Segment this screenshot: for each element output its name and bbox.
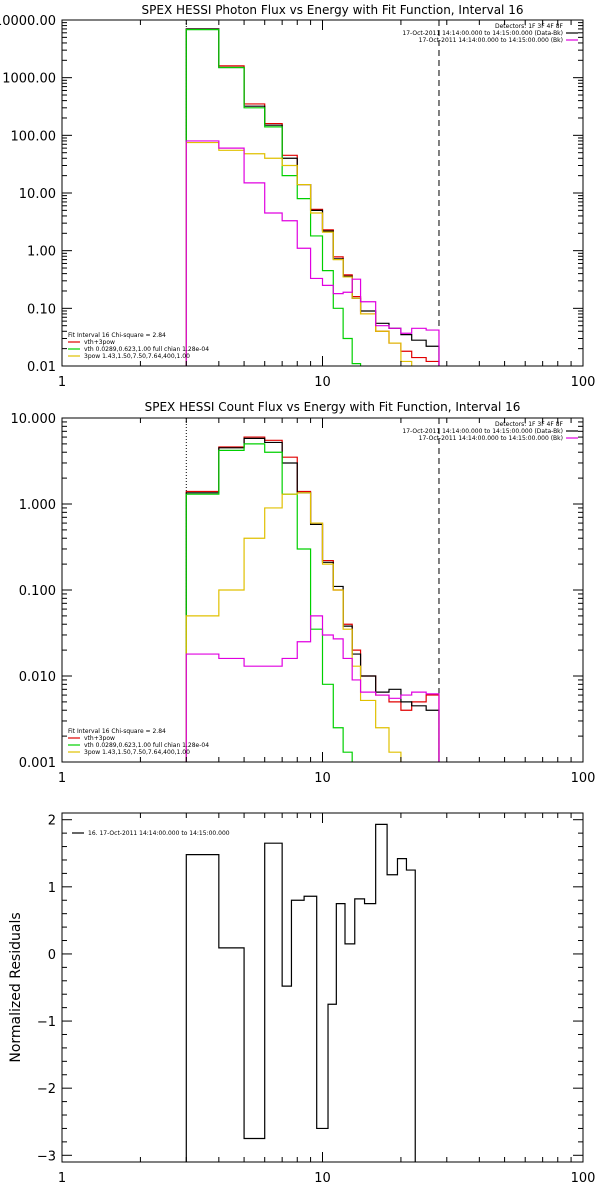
legend-text: 3pow 1.43,1.50,7.50,7.64,400,1.00 <box>84 353 190 360</box>
legend-text: Fit Interval 16 Chi-square = 2.84 <box>68 728 166 735</box>
legend-text: 17-Oct-2011 14:14:00.000 to 14:15:00.000… <box>402 428 563 435</box>
legend-text: vth 0.0289,0.623,1.00 full chian 1.28e-0… <box>84 346 209 353</box>
plot-area <box>185 20 440 366</box>
y-tick-label: −3 <box>37 1149 56 1164</box>
legend-text: 16. 17-Oct-2011 14:14:00.000 to 14:15:00… <box>88 830 230 837</box>
x-tick-label: 1 <box>58 771 66 786</box>
legend-text: vth 0.0289,0.623,1.00 full chian 1.28e-0… <box>84 742 209 749</box>
x-tick-label: 10 <box>314 1171 331 1186</box>
legend-text: 3pow 1.43,1.50,7.50,7.64,400,1.00 <box>84 749 190 756</box>
y-tick-label: 0.010 <box>19 670 56 685</box>
chart-title: SPEX HESSI Photon Flux vs Energy with Fi… <box>142 3 524 17</box>
legend-text: 17-Oct-2011 14:14:00.000 to 14:15:00.000… <box>419 435 563 442</box>
x-tick-label: 1 <box>58 375 66 390</box>
y-tick-label: 1000.00 <box>2 72 56 87</box>
legend-text: vth+3pow <box>84 735 115 742</box>
y-tick-label: 0.001 <box>19 756 56 771</box>
plot-frame <box>61 812 584 1163</box>
chart-title: SPEX HESSI Count Flux vs Energy with Fit… <box>145 400 521 414</box>
x-tick-label: 100 <box>571 375 596 390</box>
x-tick-label: 10 <box>314 375 331 390</box>
y-tick-label: 0 <box>48 948 56 963</box>
y-tick-label: −1 <box>37 1015 56 1030</box>
legend-text: Detectors: 1F 3F 4F 8F <box>495 421 564 428</box>
y-tick-label: 10.000 <box>11 412 57 427</box>
x-tick-label: 100 <box>571 771 596 786</box>
series-1-line <box>185 437 440 762</box>
series-4-line <box>185 140 440 366</box>
legend-text: Fit Interval 16 Chi-square = 2.84 <box>68 332 166 339</box>
series-2-line <box>185 443 353 762</box>
plot-frame <box>61 19 584 367</box>
plot-area <box>185 418 440 762</box>
y-tick-label: 10000.00 <box>0 14 56 29</box>
y-tick-label: 0.100 <box>19 584 56 599</box>
y-tick-label: 0.10 <box>27 302 56 317</box>
chart-3: 1 10 100 −3 −2 −1 0 1 2 Normalized Residuals 16. 1… <box>8 812 596 1186</box>
series-2-line <box>185 29 377 366</box>
x-tick-label: 100 <box>571 1171 596 1186</box>
plot-area <box>185 823 416 1162</box>
series-3-line <box>185 141 440 366</box>
y-tick-label: 1.00 <box>27 245 56 260</box>
y-tick-label: 0.01 <box>27 360 56 375</box>
x-tick-label: 1 <box>58 1171 66 1186</box>
chart-1: 1 10 100 0.01 0.10 1.00 10.00 100.00 1000.00 1000… <box>0 3 595 390</box>
series-0-line <box>185 823 416 1162</box>
series-0-line <box>185 28 440 366</box>
legend-text: 17-Oct-2011 14:14:00.000 to 14:15:00.000… <box>419 37 563 44</box>
y-axis-label: Normalized Residuals <box>8 912 24 1062</box>
y-tick-label: 1 <box>48 881 56 896</box>
series-4-line <box>185 615 440 762</box>
x-tick-label: 10 <box>314 771 331 786</box>
series-1-line <box>185 28 440 366</box>
legend-text: Detectors: 1F 3F 4F 8F <box>495 23 564 30</box>
y-tick-label: −2 <box>37 1082 56 1097</box>
y-tick-label: 10.00 <box>19 187 56 202</box>
y-tick-label: 2 <box>48 814 56 829</box>
y-tick-label: 100.00 <box>11 129 57 144</box>
plot-frame <box>61 417 584 763</box>
chart-2: 1 10 100 0.001 0.010 0.100 1.000 10.000 SPEX HES… <box>11 400 596 786</box>
y-tick-label: 1.000 <box>19 498 56 513</box>
series-3-line <box>185 492 402 762</box>
series-0-line <box>185 436 440 762</box>
legend-text: vth+3pow <box>84 339 115 346</box>
legend-text: 17-Oct-2011 14:14:00.000 to 14:15:00.000… <box>402 30 563 37</box>
